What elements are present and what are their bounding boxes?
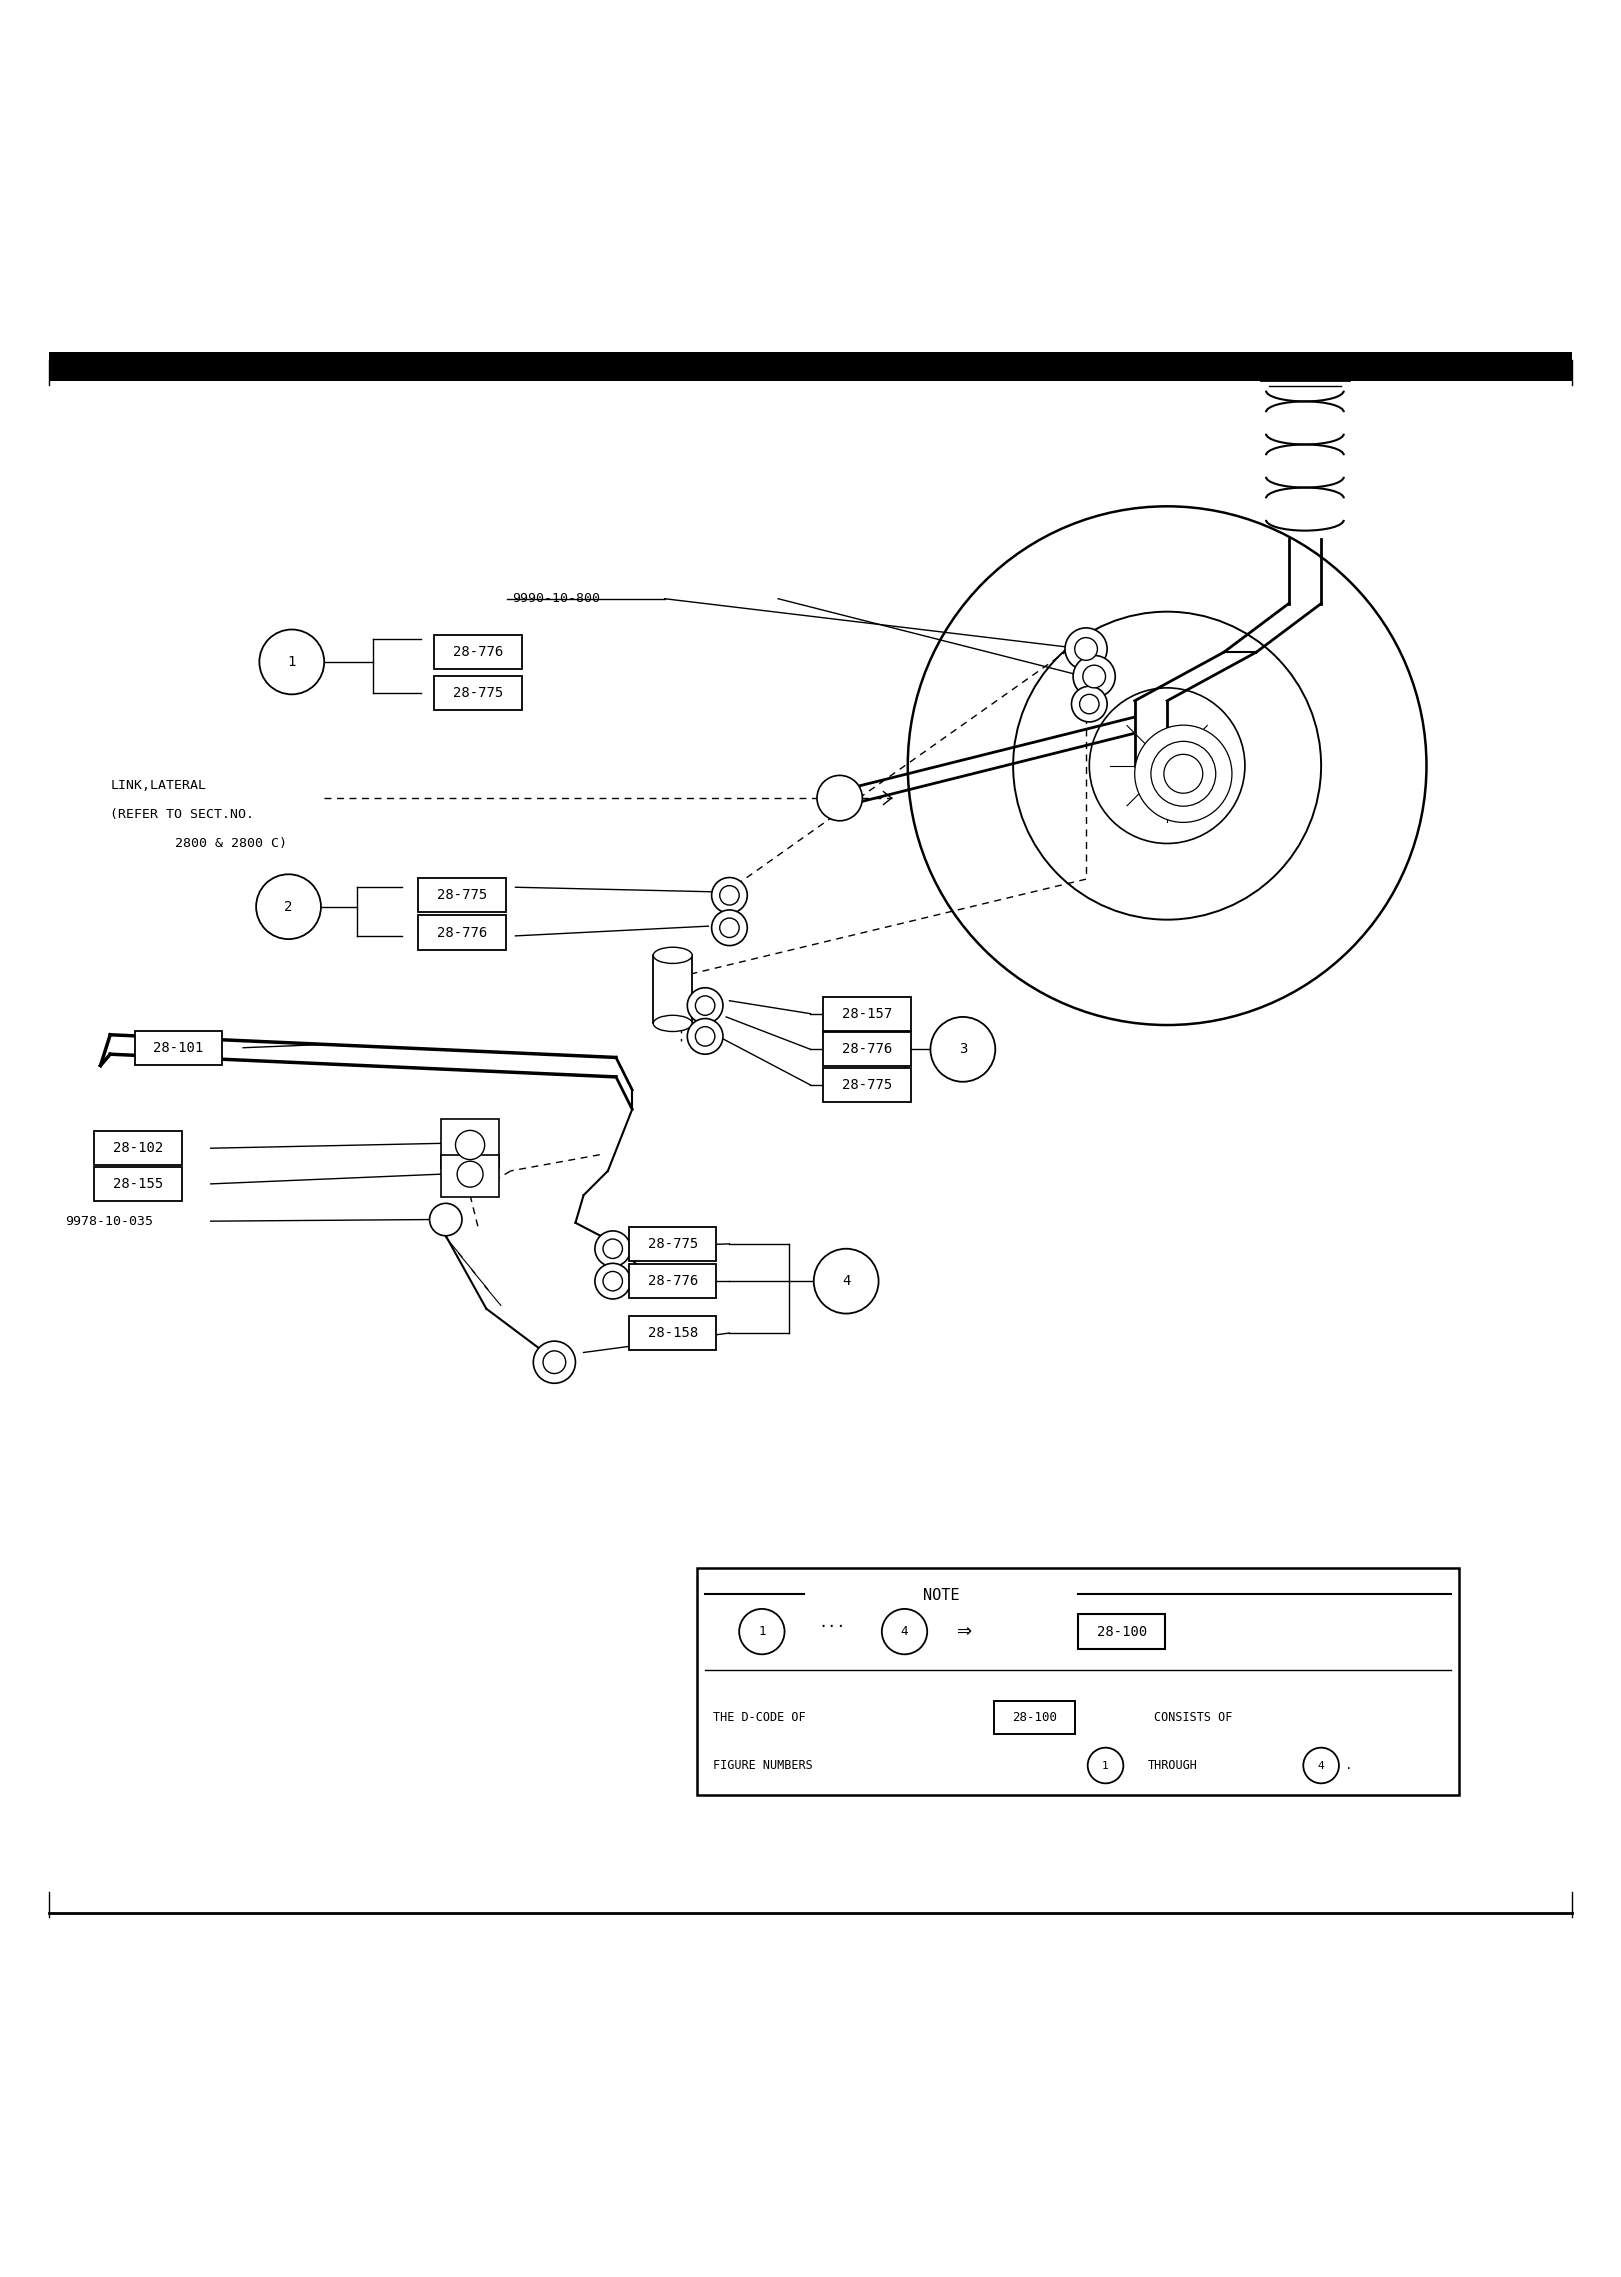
Text: 28-776: 28-776 (438, 927, 486, 940)
Circle shape (457, 1161, 483, 1186)
Text: NOTE: NOTE (922, 1587, 960, 1603)
Bar (441, 1118, 499, 1168)
Circle shape (1075, 638, 1097, 660)
Bar (629, 1316, 716, 1350)
Text: 1: 1 (287, 656, 297, 669)
Circle shape (1080, 694, 1099, 713)
Circle shape (908, 505, 1426, 1025)
Circle shape (1151, 742, 1216, 806)
Bar (823, 1068, 911, 1102)
Circle shape (720, 886, 739, 904)
Bar (434, 676, 522, 710)
Bar (434, 635, 522, 669)
Text: .: . (1345, 1760, 1354, 1772)
Circle shape (712, 911, 747, 945)
Text: 9990-10-800: 9990-10-800 (512, 592, 600, 606)
Text: 28-776: 28-776 (843, 1043, 892, 1057)
Text: 28-775: 28-775 (843, 1077, 892, 1093)
Text: ⇒: ⇒ (956, 1624, 973, 1642)
Circle shape (543, 1350, 566, 1373)
Text: 28-100: 28-100 (1012, 1712, 1057, 1724)
Circle shape (456, 1129, 485, 1159)
Circle shape (533, 1341, 575, 1382)
Circle shape (1164, 754, 1203, 792)
Bar (441, 1154, 499, 1198)
Ellipse shape (653, 1016, 692, 1031)
Circle shape (930, 1018, 995, 1082)
Circle shape (1083, 665, 1106, 688)
Bar (629, 1264, 716, 1298)
Circle shape (720, 918, 739, 938)
Text: 28-775: 28-775 (438, 888, 486, 902)
Bar (653, 956, 692, 1022)
Circle shape (1013, 613, 1321, 920)
Circle shape (1089, 688, 1245, 842)
Circle shape (1073, 656, 1115, 697)
Text: THROUGH: THROUGH (1148, 1760, 1198, 1772)
Text: 4: 4 (1318, 1760, 1324, 1772)
Text: 28-775: 28-775 (454, 685, 503, 699)
Circle shape (687, 1018, 723, 1054)
Text: 9978-10-035: 9978-10-035 (65, 1214, 152, 1227)
Text: 1: 1 (1102, 1760, 1109, 1772)
Text: 28-155: 28-155 (113, 1177, 162, 1191)
Circle shape (882, 1610, 927, 1655)
Circle shape (695, 995, 715, 1016)
Text: 4: 4 (841, 1275, 851, 1289)
Bar (94, 1132, 182, 1166)
Bar (94, 1166, 182, 1200)
Circle shape (430, 1202, 462, 1236)
Circle shape (739, 1610, 785, 1655)
Bar (823, 997, 911, 1031)
Circle shape (687, 988, 723, 1022)
Text: 28-776: 28-776 (648, 1275, 697, 1289)
Circle shape (1135, 724, 1232, 822)
Text: (REFER TO SECT.NO.: (REFER TO SECT.NO. (110, 808, 254, 820)
Text: 4: 4 (901, 1626, 908, 1637)
Bar (823, 1031, 911, 1066)
Text: 28-100: 28-100 (1097, 1624, 1146, 1639)
Bar (1078, 1614, 1165, 1649)
Bar (994, 1701, 1075, 1735)
Circle shape (712, 877, 747, 913)
Bar (418, 879, 506, 913)
Bar (49, 353, 1572, 383)
Text: ···: ··· (819, 1619, 845, 1635)
Text: 28-775: 28-775 (648, 1236, 697, 1250)
Circle shape (603, 1271, 622, 1291)
Text: CONSISTS OF: CONSISTS OF (1154, 1712, 1232, 1724)
Circle shape (259, 628, 324, 694)
Text: 28-102: 28-102 (113, 1141, 162, 1154)
Circle shape (1065, 628, 1107, 669)
Circle shape (595, 1264, 631, 1298)
Text: 1: 1 (759, 1626, 765, 1637)
Circle shape (817, 776, 862, 820)
Text: LINK,LATERAL: LINK,LATERAL (110, 779, 206, 792)
Circle shape (695, 1027, 715, 1045)
Bar (697, 1569, 1459, 1794)
Circle shape (1071, 685, 1107, 722)
Bar (135, 1031, 222, 1066)
Text: 2800 & 2800 C): 2800 & 2800 C) (175, 838, 287, 849)
Text: 2: 2 (284, 899, 293, 913)
Circle shape (603, 1239, 622, 1259)
Text: 3: 3 (958, 1043, 968, 1057)
Circle shape (256, 874, 321, 938)
Ellipse shape (653, 947, 692, 963)
Bar (418, 915, 506, 950)
Circle shape (595, 1232, 631, 1266)
Text: FIGURE NUMBERS: FIGURE NUMBERS (713, 1760, 814, 1772)
Text: 28-158: 28-158 (648, 1325, 697, 1341)
Circle shape (1303, 1749, 1339, 1783)
Circle shape (814, 1248, 879, 1314)
Text: 28-157: 28-157 (843, 1006, 892, 1020)
Circle shape (1088, 1749, 1123, 1783)
Bar (629, 1227, 716, 1261)
Text: 28-776: 28-776 (454, 644, 503, 660)
Text: 28-101: 28-101 (154, 1041, 203, 1054)
Text: THE D-CODE OF: THE D-CODE OF (713, 1712, 806, 1724)
